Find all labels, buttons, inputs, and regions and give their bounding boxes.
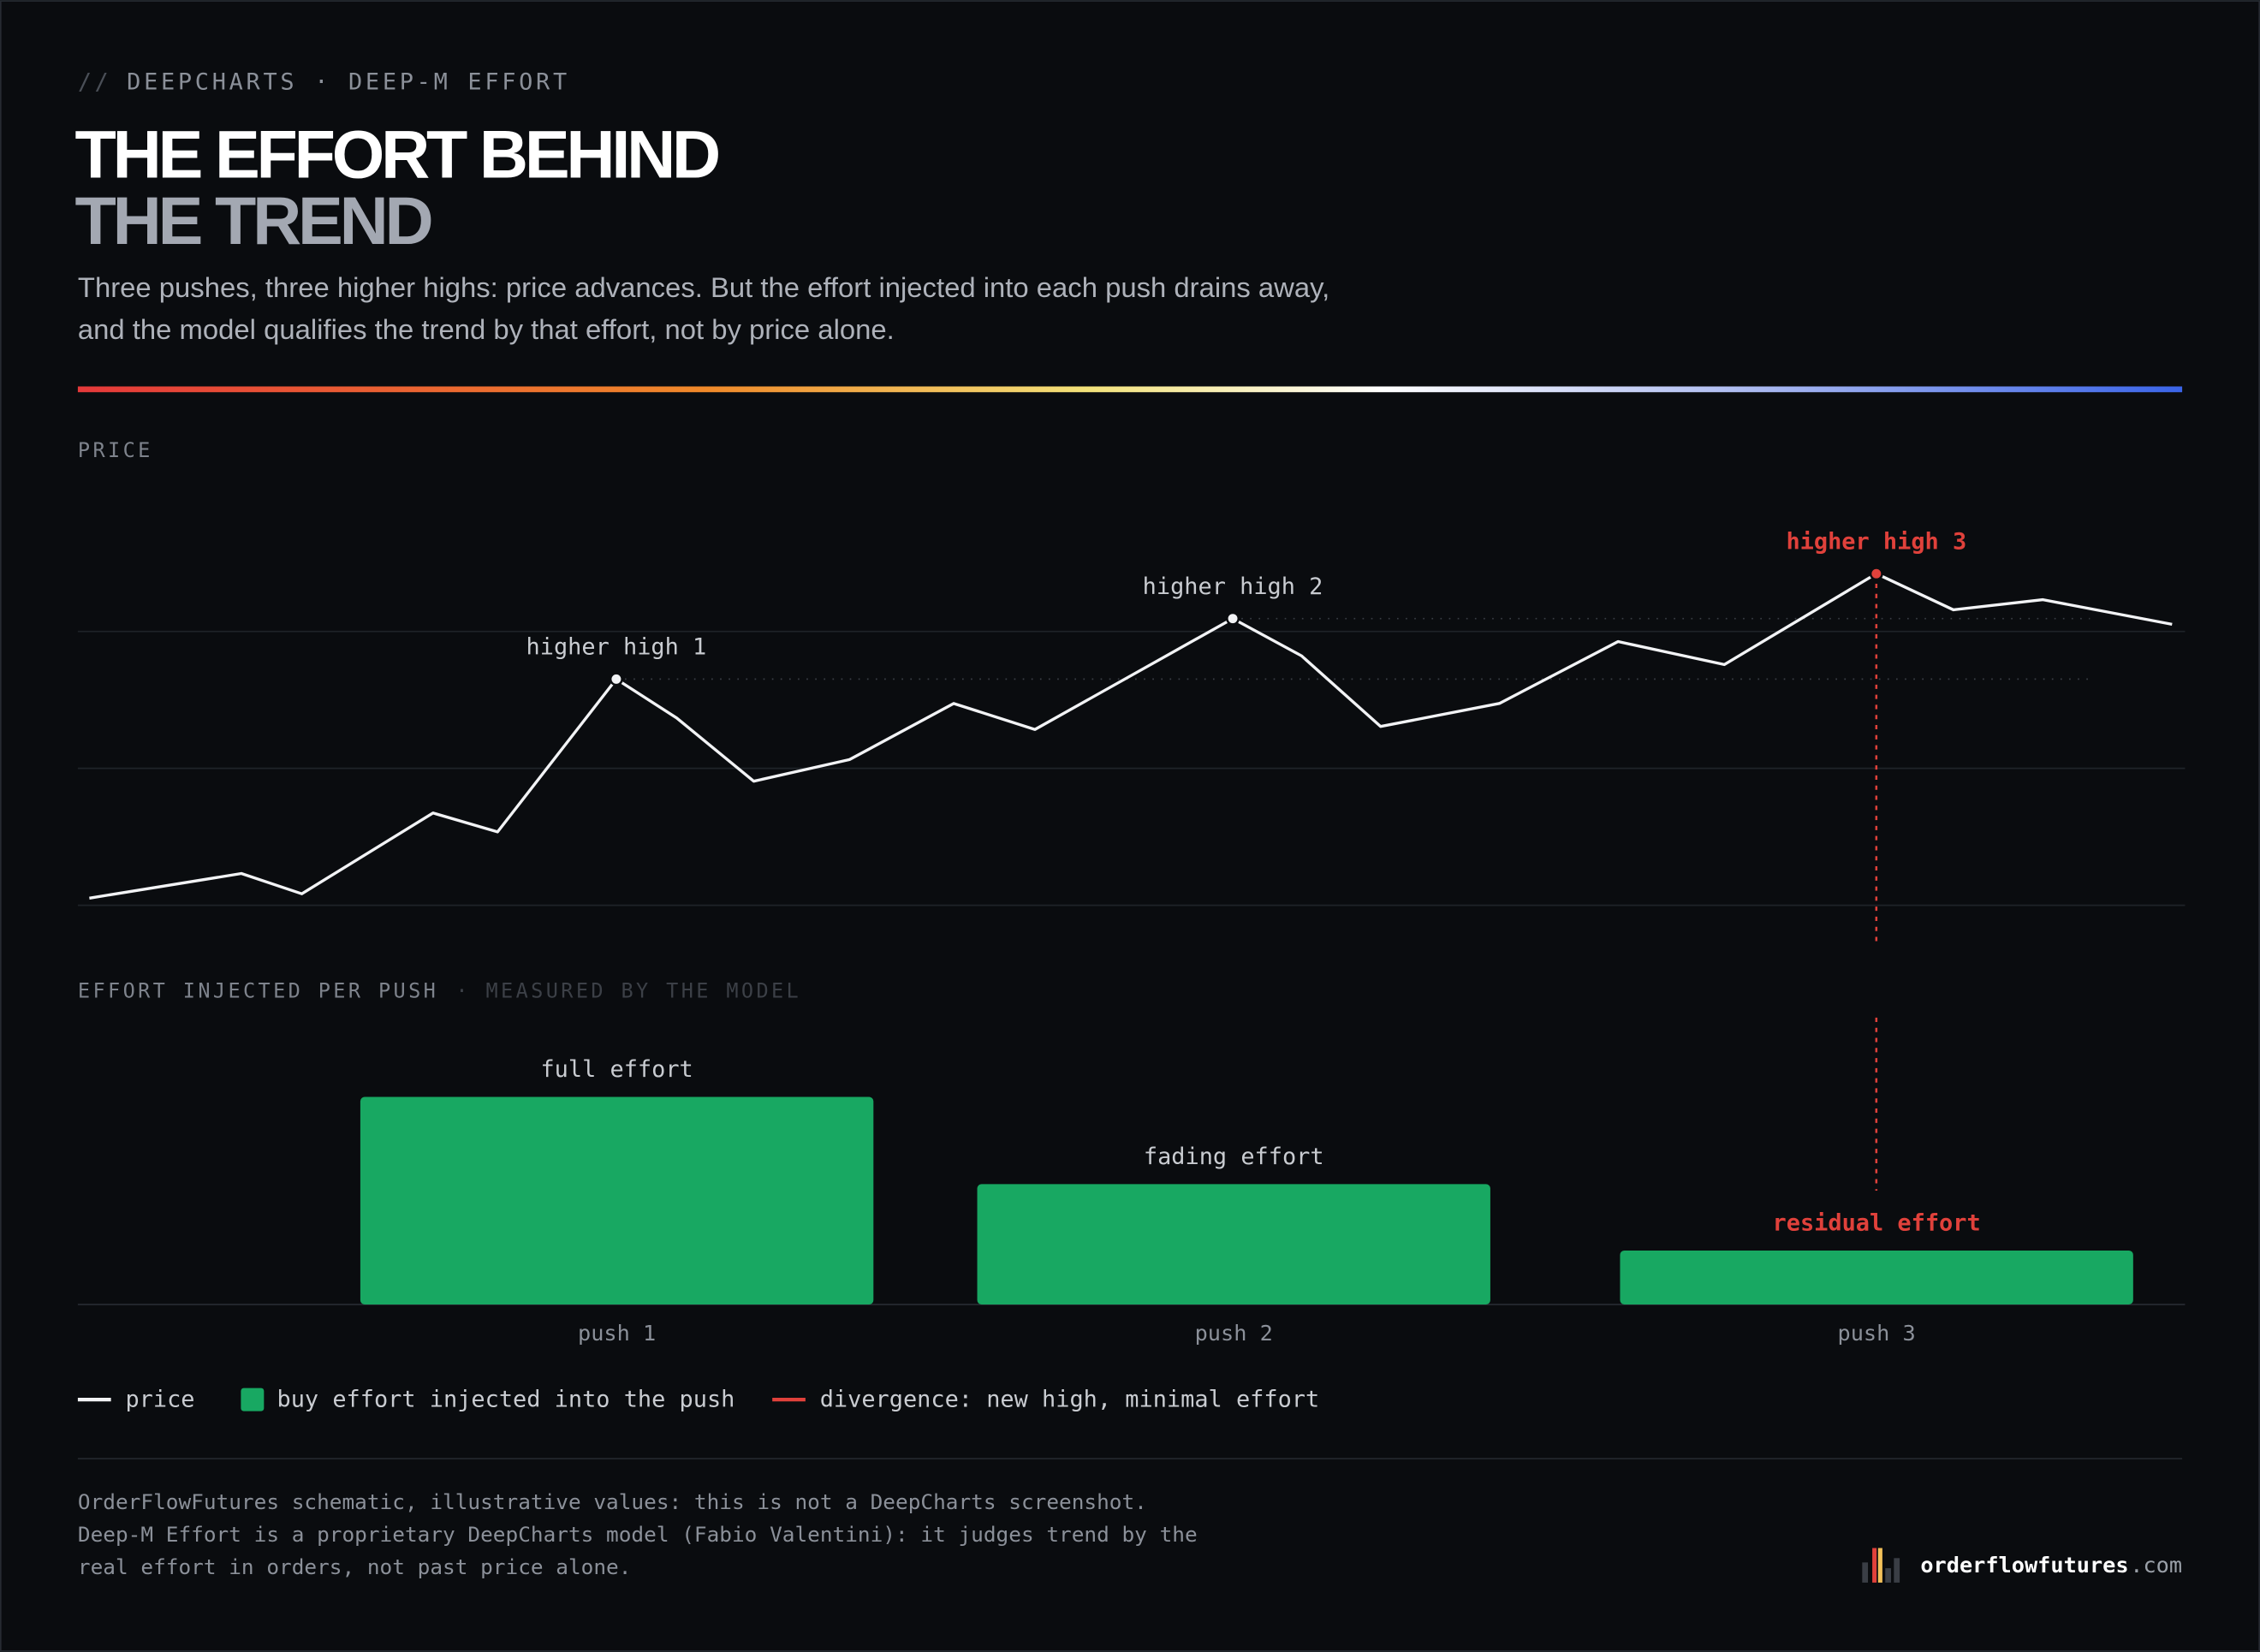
kicker-prefix: // — [78, 69, 111, 96]
title-line: THE EFFORT BEHIND — [75, 116, 719, 192]
footer-note: Deep-M Effort is a proprietary DeepChart… — [78, 1522, 1198, 1547]
panel-label: PRICE — [78, 438, 153, 462]
high-annotation: higher high 2 — [1143, 573, 1323, 600]
effort-bar — [977, 1184, 1490, 1304]
kicker: DEEPCHARTS · DEEP-M EFFORT — [127, 69, 570, 96]
x-tick-label: push 3 — [1838, 1321, 1916, 1346]
legend-label: price — [125, 1387, 194, 1413]
brand: orderflowfutures — [1920, 1553, 2128, 1578]
effort-bar — [1620, 1250, 2133, 1304]
legend-label: divergence: new high, minimal effort — [820, 1387, 1320, 1413]
legend-label: buy effort injected into the push — [277, 1387, 734, 1413]
brand-suffix: .com — [2130, 1553, 2182, 1578]
brand-icon — [1862, 1548, 1900, 1583]
subtitle: and the model qualifies the trend by tha… — [78, 313, 895, 345]
high-point — [609, 672, 623, 686]
price-line — [89, 572, 2173, 900]
footer-note: OrderFlowFutures schematic, illustrative… — [78, 1489, 1147, 1514]
panel-label: EFFORT INJECTED PER PUSH — [78, 978, 438, 1002]
footer-note: real effort in orders, not past price al… — [78, 1554, 632, 1579]
panel-sublabel: · MEASURED BY THE MODEL — [455, 978, 801, 1002]
effort-bar — [360, 1096, 874, 1304]
gradient-rule — [77, 386, 2183, 393]
high-point — [1869, 567, 1883, 581]
high-point — [1226, 611, 1240, 626]
title-line: THE TREND — [75, 182, 431, 258]
bar-annotation: fading effort — [1144, 1144, 1324, 1170]
legend-swatch — [241, 1388, 265, 1411]
x-tick-label: push 2 — [1195, 1321, 1273, 1346]
high-annotation: higher high 1 — [526, 634, 707, 661]
bar-annotation: full effort — [540, 1056, 693, 1083]
x-tick-label: push 1 — [578, 1321, 656, 1346]
high-annotation: higher high 3 — [1786, 529, 1966, 556]
bar-annotation: residual effort — [1773, 1209, 1981, 1236]
subtitle: Three pushes, three higher highs: price … — [78, 271, 1329, 303]
